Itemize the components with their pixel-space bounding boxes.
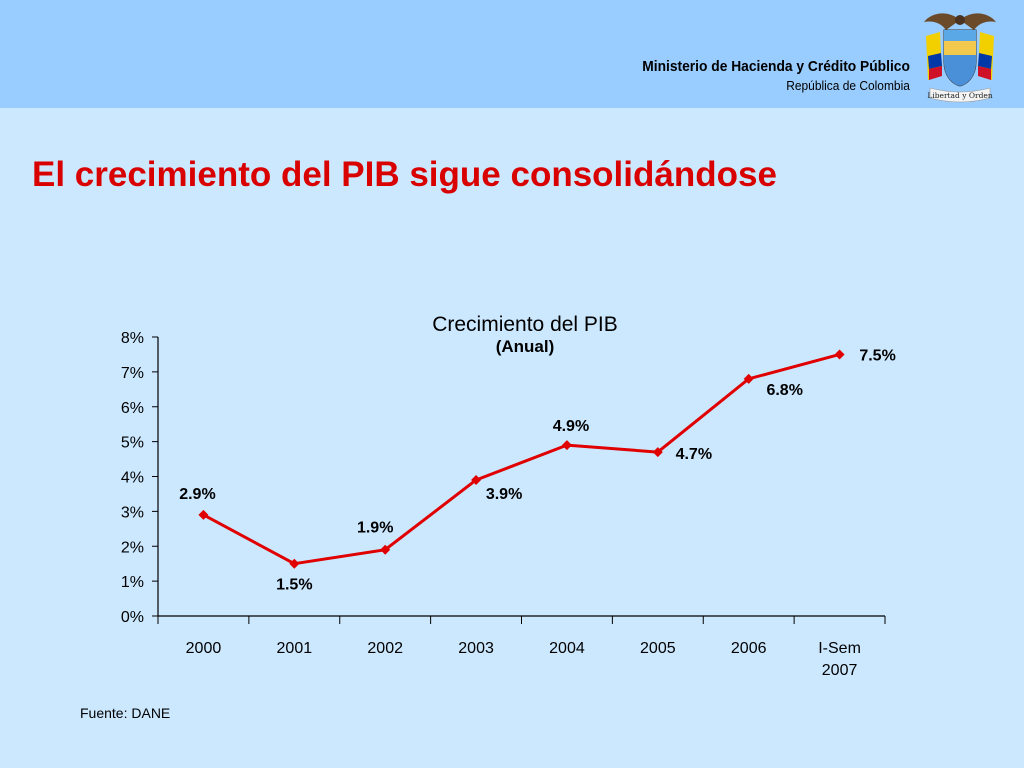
- svg-text:Libertad y Orden: Libertad y Orden: [927, 91, 992, 100]
- data-point-marker: [471, 474, 482, 485]
- series-line: [202, 352, 840, 566]
- ministry-block: Ministerio de Hacienda y Crédito Público…: [619, 58, 910, 93]
- y-tick-label: 2%: [121, 539, 144, 556]
- ministry-name: Ministerio de Hacienda y Crédito Público: [642, 58, 910, 75]
- source-note: Fuente: DANE: [80, 705, 171, 721]
- data-label: 3.9%: [486, 486, 522, 503]
- x-tick-label: 2003: [458, 640, 494, 657]
- data-point-marker: [743, 373, 754, 384]
- chart-subtitle: (Anual): [495, 337, 555, 356]
- data-point-marker: [380, 544, 391, 555]
- data-label: 4.7%: [676, 446, 712, 463]
- data-point-marker: [289, 558, 300, 569]
- data-point-marker: [561, 440, 572, 451]
- x-tick-label: 2005: [640, 640, 676, 657]
- y-tick-label: 6%: [121, 400, 144, 417]
- data-point-marker: [834, 349, 845, 360]
- x-tick-label: 2001: [277, 640, 313, 657]
- data-label: 1.9%: [357, 520, 393, 537]
- data-point-marker: [652, 447, 663, 458]
- data-label: 6.8%: [766, 382, 802, 399]
- y-tick-label: 5%: [121, 435, 144, 452]
- y-tick-label: 8%: [121, 330, 144, 347]
- data-label: 2.9%: [179, 486, 215, 503]
- data-point-marker: [198, 509, 209, 520]
- x-tick-label: 2004: [549, 640, 585, 657]
- slide-title: El crecimiento del PIB sigue consolidánd…: [32, 155, 777, 194]
- x-tick-label: 2002: [367, 640, 403, 657]
- header-bar: [0, 0, 1024, 108]
- data-label: 1.5%: [276, 577, 312, 594]
- y-tick-label: 4%: [121, 470, 144, 487]
- chart-title-block: Crecimiento del PIB (Anual): [400, 313, 650, 357]
- x-tick-label: 2006: [731, 640, 767, 657]
- x-tick-label: 2000: [186, 640, 222, 657]
- country-name: República de Colombia: [786, 78, 910, 93]
- x-tick-label: I-Sem 2007: [818, 640, 861, 679]
- chart-title: Crecimiento del PIB: [432, 313, 618, 336]
- y-tick-label: 3%: [121, 504, 144, 521]
- y-tick-label: 7%: [121, 365, 144, 382]
- y-tick-label: 0%: [121, 609, 144, 626]
- data-label: 4.9%: [553, 418, 589, 435]
- coat-of-arms-logo: Libertad y Orden: [924, 13, 996, 103]
- data-label: 7.5%: [859, 347, 895, 364]
- y-tick-label: 1%: [121, 574, 144, 591]
